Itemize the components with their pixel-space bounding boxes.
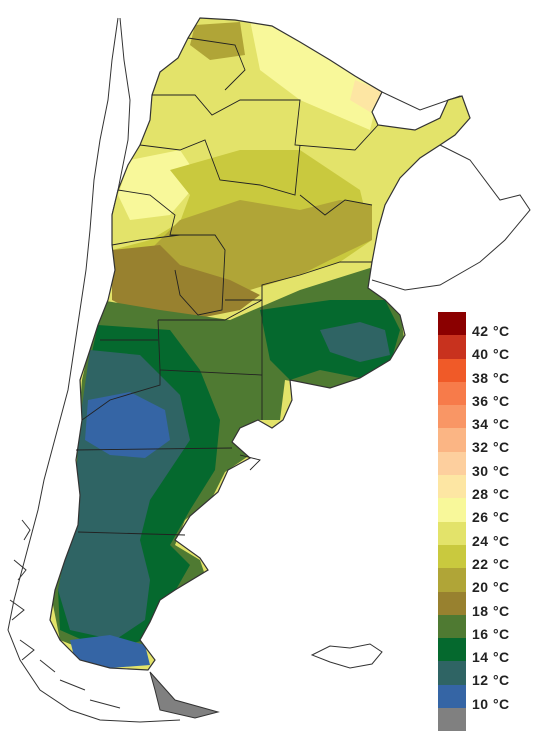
legend-row: 16 °C [438, 614, 538, 642]
legend-swatch [438, 568, 466, 592]
legend-swatch [438, 335, 466, 359]
temperature-legend: 42 °C 40 °C 38 °C 36 °C 34 °C 32 °C 30 °C 28 °C… [438, 312, 538, 732]
legend-row: 26 °C [438, 498, 538, 526]
malvinas-islands [310, 643, 383, 669]
legend-label: 14 °C [472, 649, 510, 666]
legend-label: 34 °C [472, 416, 510, 433]
legend-label: 26 °C [472, 509, 510, 526]
legend-label: 32 °C [472, 439, 510, 456]
legend-row: 18 °C [438, 591, 538, 619]
legend-label: 40 °C [472, 346, 510, 363]
legend-swatch [438, 498, 466, 522]
legend-swatch [438, 591, 466, 615]
legend-swatch [438, 312, 466, 336]
legend-row [438, 708, 538, 732]
legend-row: 42 °C [438, 312, 538, 339]
legend-label: 12 °C [472, 672, 510, 689]
legend-swatch [438, 638, 466, 662]
legend-label: 28 °C [472, 486, 510, 503]
legend-row: 20 °C [438, 568, 538, 596]
legend-row: 36 °C [438, 381, 538, 409]
legend-swatch [438, 521, 466, 545]
legend-label: 30 °C [472, 462, 510, 479]
legend-label: 20 °C [472, 579, 510, 596]
legend-swatch [438, 684, 466, 709]
legend-label: 16 °C [472, 625, 510, 642]
legend-row: 38 °C [438, 358, 538, 386]
legend-swatch [438, 381, 466, 406]
legend-label: 36 °C [472, 392, 510, 409]
legend-row: 34 °C [438, 405, 538, 433]
legend-label: 18 °C [472, 602, 510, 619]
legend-swatch [438, 428, 466, 452]
legend-label: 42 °C [472, 323, 510, 339]
legend-swatch [438, 475, 466, 499]
legend-row: 22 °C [438, 544, 538, 572]
chile-archipelago [9, 519, 121, 709]
chile-coastline [7, 17, 181, 723]
legend-row: 28 °C [438, 475, 538, 503]
legend-row: 30 °C [438, 451, 538, 479]
legend-swatch [438, 358, 466, 382]
legend-row: 12 °C [438, 661, 538, 689]
legend-swatch [438, 405, 466, 429]
legend-row: 24 °C [438, 521, 538, 549]
legend-label: 38 °C [472, 369, 510, 386]
legend-row: 40 °C [438, 335, 538, 363]
province-borders [75, 37, 379, 536]
legend-row: 32 °C [438, 428, 538, 456]
legend-row: 10 °C [438, 684, 538, 712]
legend-label: 10 °C [472, 695, 510, 712]
legend-swatch [438, 544, 466, 569]
legend-swatch [438, 451, 466, 476]
legend-row: 14 °C [438, 638, 538, 666]
legend-swatch [438, 614, 466, 639]
tierra-del-fuego [149, 671, 220, 719]
legend-label: 22 °C [472, 555, 510, 572]
legend-swatch [438, 708, 466, 732]
legend-swatch [438, 661, 466, 685]
legend-label: 24 °C [472, 532, 510, 549]
